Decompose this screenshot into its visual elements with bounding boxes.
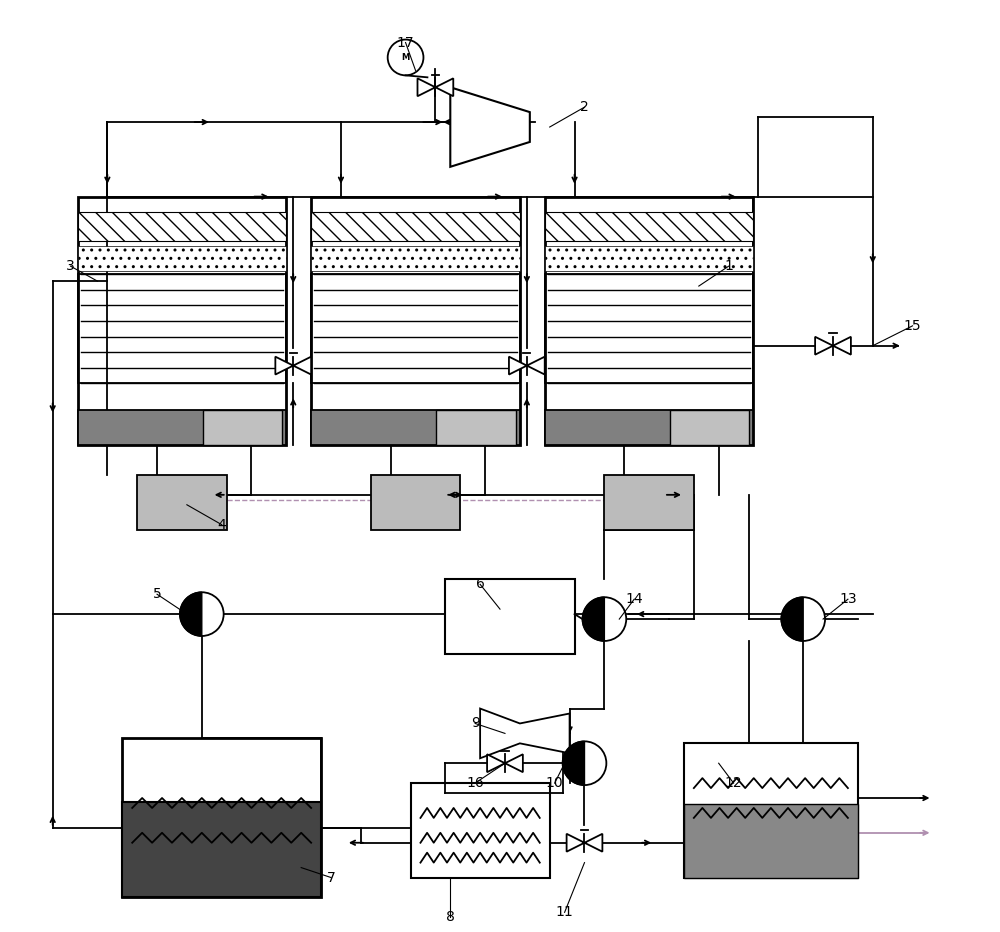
Circle shape: [781, 597, 825, 641]
Polygon shape: [567, 834, 602, 852]
Text: 2: 2: [580, 100, 589, 114]
Bar: [311, 410, 520, 445]
Circle shape: [180, 592, 224, 636]
Polygon shape: [180, 592, 202, 636]
Text: 5: 5: [153, 587, 161, 601]
Text: 12: 12: [725, 776, 742, 790]
Bar: [78, 410, 286, 445]
Bar: [78, 197, 286, 445]
Text: 7: 7: [327, 870, 335, 884]
Text: 17: 17: [397, 35, 414, 49]
Bar: [78, 246, 286, 271]
Text: 15: 15: [904, 319, 921, 333]
Bar: [545, 212, 753, 241]
Text: 16: 16: [466, 776, 484, 790]
Bar: [545, 246, 753, 271]
Text: 9: 9: [471, 717, 480, 731]
Bar: [545, 197, 753, 445]
Polygon shape: [417, 78, 453, 96]
Bar: [311, 246, 520, 271]
Polygon shape: [480, 708, 570, 759]
Circle shape: [583, 597, 626, 641]
Bar: [311, 274, 520, 383]
Text: 8: 8: [446, 911, 455, 925]
Text: 14: 14: [625, 592, 643, 606]
Text: 4: 4: [217, 517, 226, 531]
Bar: [604, 475, 694, 529]
Bar: [545, 410, 753, 445]
Bar: [122, 802, 321, 898]
Polygon shape: [509, 357, 545, 375]
Bar: [684, 803, 858, 878]
Polygon shape: [583, 597, 604, 641]
Bar: [684, 744, 858, 878]
Text: 13: 13: [839, 592, 857, 606]
Bar: [78, 274, 286, 383]
Polygon shape: [450, 88, 530, 167]
Polygon shape: [781, 597, 803, 641]
Bar: [122, 738, 321, 898]
Bar: [545, 274, 753, 383]
Text: M: M: [401, 53, 410, 62]
Bar: [78, 212, 286, 241]
Text: 3: 3: [66, 259, 75, 273]
Bar: [371, 475, 460, 529]
Bar: [670, 410, 749, 445]
Text: 10: 10: [546, 776, 563, 790]
Text: 11: 11: [556, 905, 573, 919]
Bar: [411, 783, 550, 878]
Text: 6: 6: [476, 577, 485, 591]
Bar: [203, 410, 282, 445]
Bar: [137, 475, 227, 529]
Bar: [445, 580, 575, 654]
Polygon shape: [563, 741, 584, 785]
Bar: [436, 410, 516, 445]
Text: 1: 1: [724, 259, 733, 273]
Polygon shape: [275, 357, 311, 375]
Bar: [311, 197, 520, 445]
Polygon shape: [815, 336, 851, 355]
Polygon shape: [487, 754, 523, 773]
Bar: [311, 212, 520, 241]
Circle shape: [563, 741, 606, 785]
Circle shape: [388, 39, 423, 75]
